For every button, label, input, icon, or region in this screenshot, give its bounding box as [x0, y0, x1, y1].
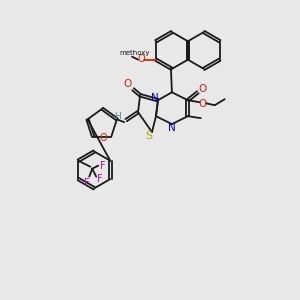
- Text: O: O: [99, 133, 107, 142]
- Text: O: O: [199, 84, 207, 94]
- Text: O: O: [137, 54, 145, 64]
- Text: N: N: [151, 93, 159, 103]
- Text: N: N: [168, 123, 176, 133]
- Text: O: O: [123, 79, 131, 89]
- Text: O: O: [199, 99, 207, 109]
- Text: F: F: [85, 178, 90, 188]
- Text: F: F: [100, 161, 106, 171]
- Text: methoxy: methoxy: [120, 50, 150, 56]
- Text: F: F: [98, 174, 103, 184]
- Text: H: H: [114, 112, 121, 121]
- Text: S: S: [146, 131, 153, 141]
